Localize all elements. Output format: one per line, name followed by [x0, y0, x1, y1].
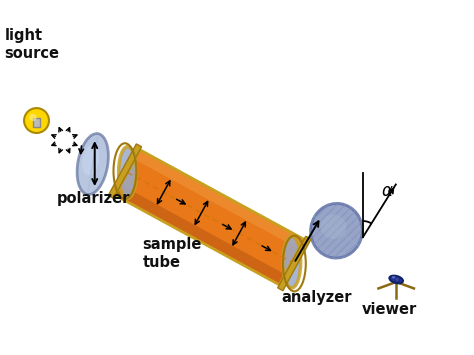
Ellipse shape [82, 145, 99, 175]
Ellipse shape [320, 214, 346, 239]
Circle shape [24, 108, 49, 133]
Polygon shape [108, 144, 142, 198]
Text: analyzer: analyzer [282, 290, 352, 305]
Polygon shape [116, 185, 285, 284]
Circle shape [395, 277, 400, 282]
Ellipse shape [310, 203, 363, 258]
Ellipse shape [390, 276, 403, 283]
Polygon shape [278, 236, 311, 291]
Text: viewer: viewer [361, 302, 417, 317]
Text: sample
tube: sample tube [143, 237, 202, 269]
Circle shape [29, 114, 37, 121]
Ellipse shape [118, 147, 137, 198]
Ellipse shape [77, 133, 109, 195]
Ellipse shape [392, 276, 397, 279]
Text: α: α [382, 182, 393, 201]
Polygon shape [115, 150, 304, 285]
Polygon shape [135, 151, 304, 249]
FancyBboxPatch shape [33, 118, 40, 127]
Text: light
source: light source [5, 28, 60, 61]
Text: polarizer: polarizer [56, 191, 130, 206]
Ellipse shape [283, 236, 301, 288]
